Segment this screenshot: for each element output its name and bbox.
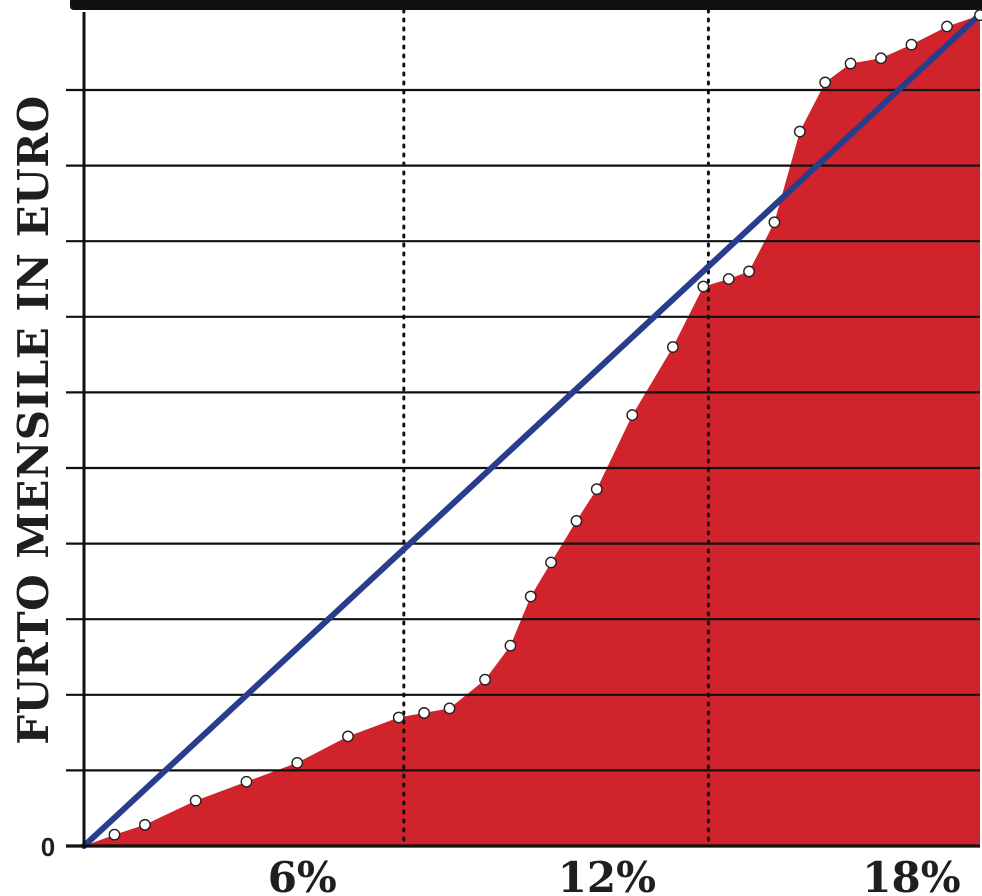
data-point <box>819 76 832 89</box>
data-point <box>722 273 735 285</box>
grid-lines <box>66 88 980 772</box>
trend-layer <box>81 11 982 849</box>
data-point <box>392 711 405 724</box>
data-point <box>189 794 202 807</box>
data-point <box>240 775 253 788</box>
data-point <box>139 818 151 831</box>
top-frame <box>70 0 982 10</box>
data-point <box>626 409 639 421</box>
data-points <box>108 9 982 841</box>
trend-line <box>81 11 982 849</box>
data-point <box>941 20 953 33</box>
data-point <box>905 38 918 51</box>
x-tick-label: 12% <box>558 853 656 896</box>
axes <box>66 12 980 848</box>
data-point <box>342 730 354 743</box>
data-point <box>844 57 857 70</box>
data-point <box>418 707 431 719</box>
red-area <box>84 15 980 846</box>
data-point <box>524 590 537 603</box>
data-point <box>974 9 982 22</box>
data-point <box>697 280 710 293</box>
data-point <box>570 515 583 527</box>
data-point <box>504 639 517 652</box>
data-point <box>479 673 491 686</box>
x-tick-label: 6% <box>268 853 337 896</box>
data-point <box>443 702 456 715</box>
data-point <box>590 483 603 496</box>
labels: FURTO MENSILE IN EURO 6% 12% 18% 0 <box>9 95 961 896</box>
data-point <box>793 125 806 138</box>
data-point <box>666 341 679 353</box>
data-point <box>875 52 887 65</box>
y-axis-label: FURTO MENSILE IN EURO <box>9 95 58 744</box>
data-point <box>108 828 121 841</box>
data-point <box>291 756 304 769</box>
area-layer <box>84 15 980 846</box>
data-point <box>768 216 781 229</box>
x-tick-label: 18% <box>862 853 960 896</box>
data-point <box>545 556 557 569</box>
y-tick-label: 0 <box>41 832 55 862</box>
data-point <box>743 265 755 278</box>
